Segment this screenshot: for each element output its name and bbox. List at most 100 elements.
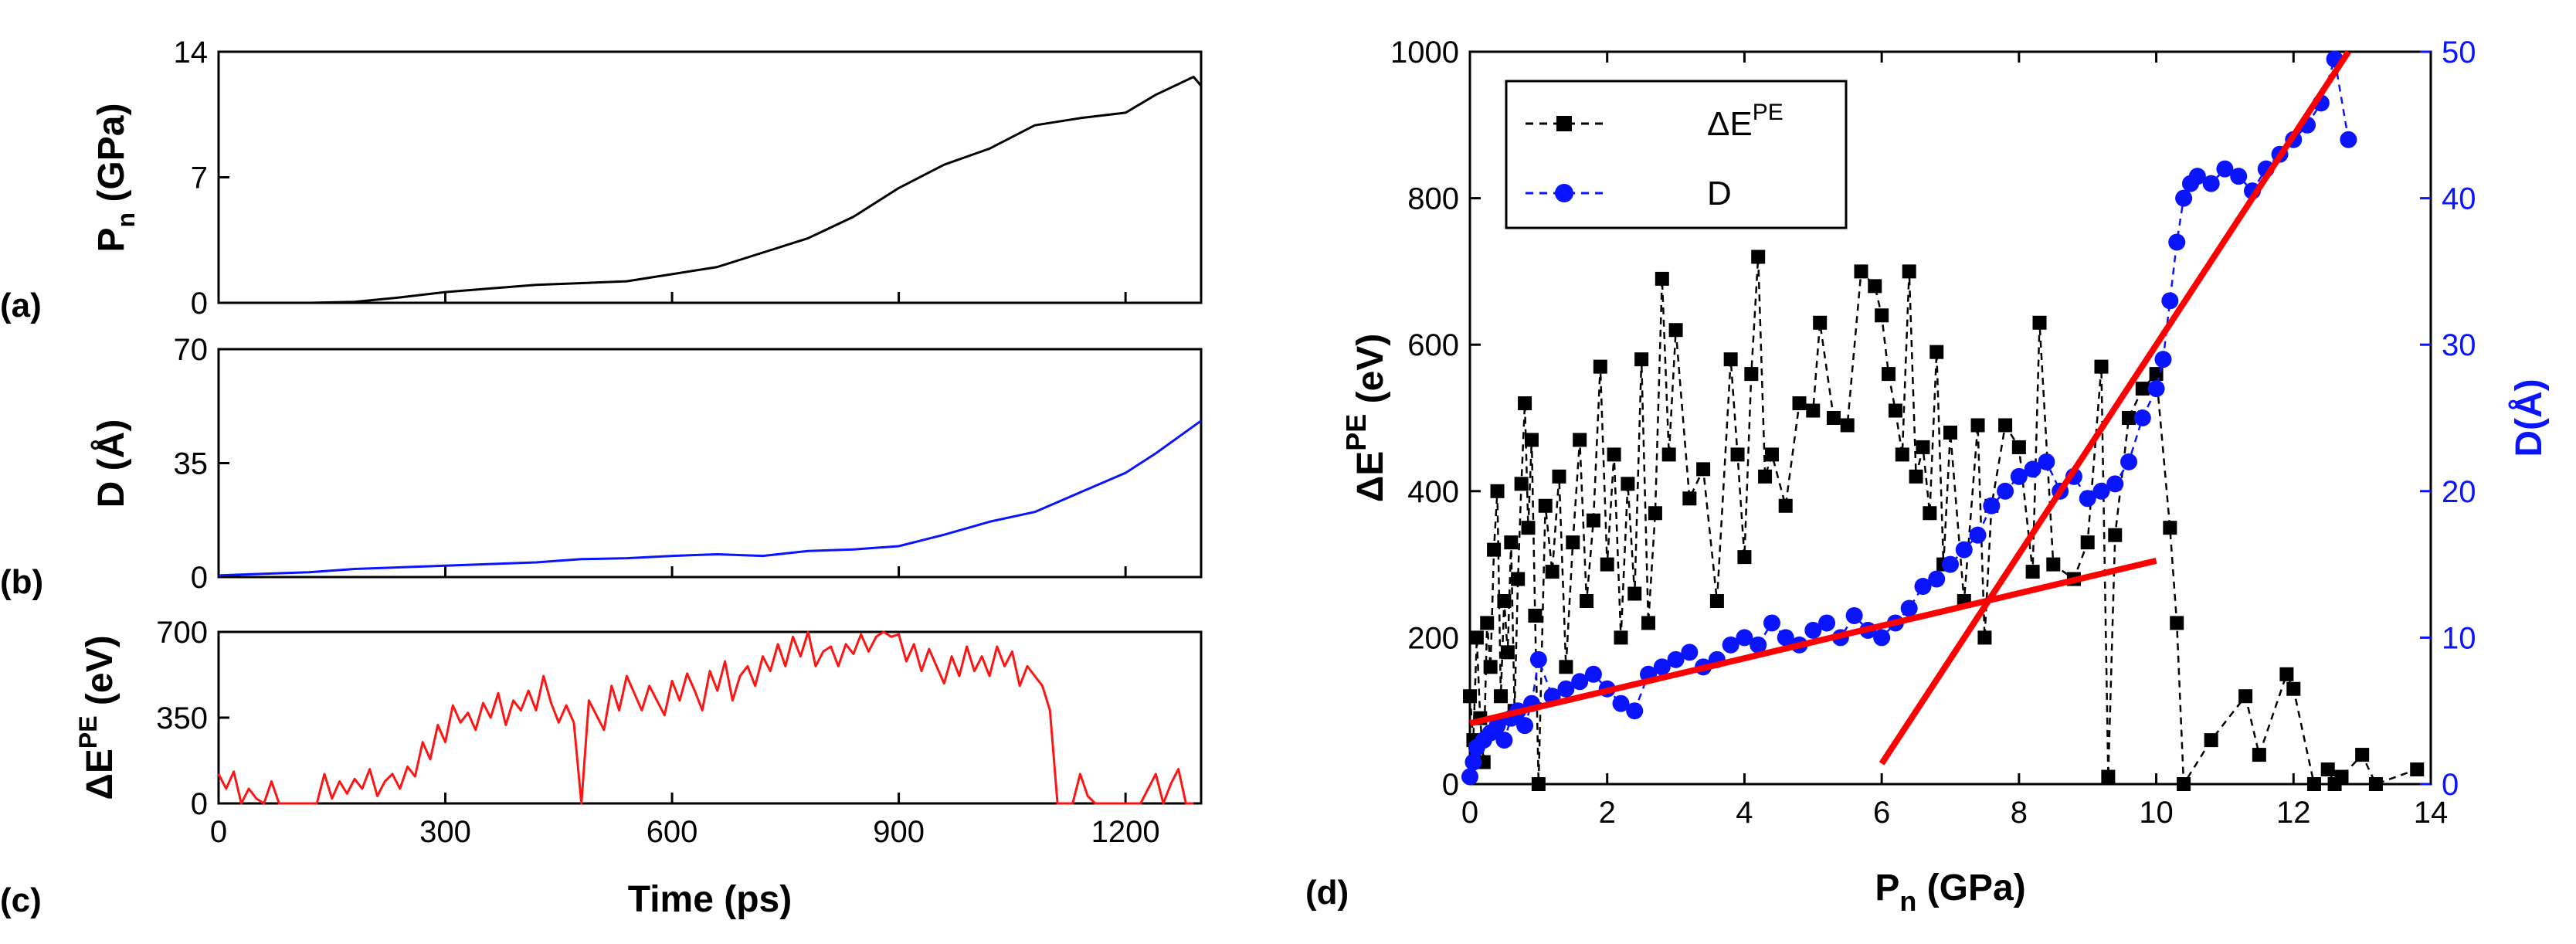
energy-point xyxy=(2163,521,2177,535)
d-point xyxy=(2106,475,2124,493)
d-point xyxy=(2168,233,2186,251)
energy-point xyxy=(1661,447,1676,462)
energy-point xyxy=(2204,733,2218,748)
panel-a: 0 7 14 Pn (GPa) (a) xyxy=(0,36,1203,324)
energy-point xyxy=(1929,345,1944,359)
d-point xyxy=(1681,643,1699,661)
panel-c-ylabel: ΔEPE (eV) xyxy=(74,635,120,800)
energy-point xyxy=(2122,411,2136,425)
ytick-label-right: 10 xyxy=(2442,621,2476,655)
d-point xyxy=(2024,460,2041,478)
d-point xyxy=(1804,621,1822,639)
energy-point xyxy=(2279,667,2294,681)
energy-point xyxy=(1682,491,1697,506)
ytick-label: 0 xyxy=(191,287,208,321)
energy-point xyxy=(1909,469,1923,484)
energy-point xyxy=(1792,396,1807,411)
d-point xyxy=(1722,636,1739,654)
energy-point xyxy=(1573,433,1587,447)
energy-point xyxy=(2135,382,2150,396)
energy-point xyxy=(2286,681,2301,696)
panel-a-ticks: 0 7 14 xyxy=(174,36,1127,321)
series-line-b xyxy=(218,419,1202,577)
energy-point xyxy=(1483,660,1498,674)
legend-label-d: D xyxy=(1707,175,1732,212)
energy-point xyxy=(1902,264,1916,279)
energy-point xyxy=(1744,367,1759,382)
d-point xyxy=(1914,578,1932,596)
d-point xyxy=(1900,599,1918,617)
d-point xyxy=(1516,717,1534,735)
d-point xyxy=(2340,131,2357,148)
xtick-label: 8 xyxy=(2011,796,2028,830)
d-point xyxy=(1584,665,1602,683)
energy-point xyxy=(1621,477,1635,491)
panel-d-xlabel: Pn (GPa) xyxy=(1875,868,2025,917)
ytick-label: 0 xyxy=(1442,768,1459,802)
d-point xyxy=(1763,614,1780,632)
ytick-label-right: 50 xyxy=(2442,36,2476,70)
d-point xyxy=(2154,351,2172,368)
d-point xyxy=(2188,168,2206,185)
ytick-label-right: 0 xyxy=(2442,768,2459,802)
energy-point xyxy=(1521,521,1536,535)
energy-point xyxy=(1778,498,1793,513)
d-point xyxy=(1955,541,1973,559)
d-point xyxy=(1845,606,1863,624)
energy-point xyxy=(1882,367,1896,382)
energy-point xyxy=(2355,748,2370,762)
d-point xyxy=(1818,614,1836,632)
energy-point xyxy=(1806,403,1821,418)
xtick-label: 10 xyxy=(2139,796,2174,830)
ytick-label-right: 40 xyxy=(2442,182,2476,216)
energy-point xyxy=(1490,484,1505,498)
energy-point xyxy=(1524,433,1539,447)
energy-point xyxy=(2368,777,2383,791)
energy-point xyxy=(1655,271,1669,286)
fit-line-1 xyxy=(1469,557,2157,727)
d-point xyxy=(1461,768,1478,786)
energy-point xyxy=(1868,279,1882,294)
energy-point xyxy=(1709,594,1724,608)
energy-point xyxy=(1813,315,1828,330)
xtick-label: 1200 xyxy=(1091,815,1160,849)
d-point xyxy=(2092,482,2110,500)
energy-point xyxy=(1463,689,1477,704)
energy-point xyxy=(1888,403,1902,418)
energy-point xyxy=(2108,528,2123,542)
panel-b-series xyxy=(218,419,1202,577)
energy-point xyxy=(1586,513,1600,528)
energy-point xyxy=(2101,769,2116,784)
energy-point xyxy=(1854,264,1868,279)
energy-point xyxy=(1497,594,1512,608)
energy-point xyxy=(1487,542,1502,557)
xtick-label: 2 xyxy=(1599,796,1616,830)
legend-marker-energy xyxy=(1556,116,1572,131)
energy-point xyxy=(1528,608,1543,623)
energy-point xyxy=(1504,535,1519,550)
panel-c-xlabel: Time (ps) xyxy=(628,879,792,920)
d-point xyxy=(1997,482,2014,500)
legend-marker-d xyxy=(1555,184,1573,202)
energy-point xyxy=(1552,469,1566,484)
energy-point xyxy=(2334,769,2349,784)
panel-c-label: (c) xyxy=(0,881,42,919)
energy-point xyxy=(1668,323,1683,338)
energy-point xyxy=(1518,396,1532,411)
energy-point xyxy=(1538,498,1553,513)
energy-point xyxy=(1566,535,1580,550)
series-line-a xyxy=(219,76,1203,304)
xtick-label: 900 xyxy=(873,815,925,849)
d-point xyxy=(1736,629,1753,647)
xtick-label: 4 xyxy=(1736,796,1753,830)
energy-point xyxy=(1493,689,1508,704)
energy-point xyxy=(1641,616,1656,630)
energy-point xyxy=(2011,440,2026,454)
ytick-label: 600 xyxy=(1407,328,1459,362)
ytick-label: 350 xyxy=(156,701,208,735)
d-point xyxy=(2230,168,2248,185)
d-point xyxy=(1750,636,1767,654)
ytick-label: 35 xyxy=(174,447,209,481)
ytick-label: 0 xyxy=(191,787,208,821)
d-point xyxy=(2175,189,2193,207)
